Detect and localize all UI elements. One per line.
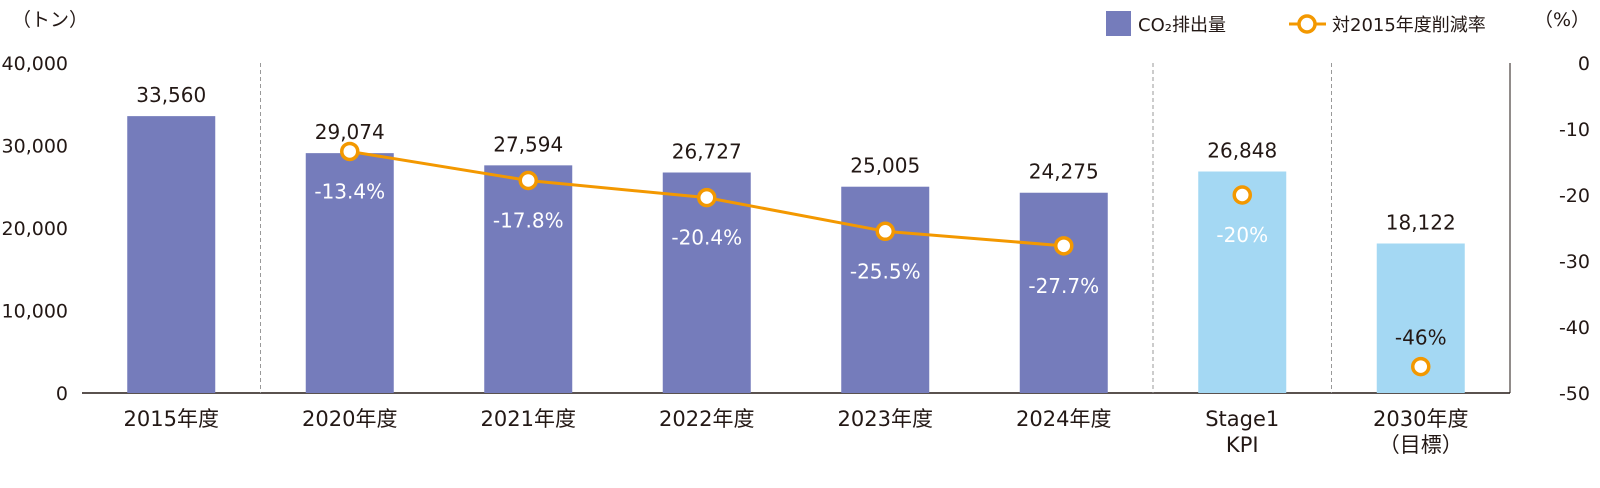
bar	[841, 186, 930, 393]
category-label: 2030年度	[1373, 407, 1468, 431]
right-tick-label: -40	[1559, 317, 1590, 339]
category-label: 2024年度	[1016, 407, 1111, 431]
bar-value-label: 29,074	[315, 120, 385, 144]
left-tick-label: 10,000	[2, 301, 68, 323]
bar-value-label: 26,848	[1207, 139, 1277, 163]
category-label: 2020年度	[302, 407, 397, 431]
category-label: 2022年度	[659, 407, 754, 431]
bar	[127, 116, 216, 393]
left-axis-unit: （トン）	[12, 9, 88, 31]
reduction-rate-label: -46%	[1395, 326, 1447, 350]
legend-bar-swatch	[1106, 11, 1131, 36]
bar-value-label: 18,122	[1386, 210, 1456, 234]
left-tick-label: 30,000	[2, 136, 68, 158]
bar-value-label: 26,727	[672, 140, 742, 164]
category-label: 2023年度	[838, 407, 933, 431]
category-label: 2015年度	[124, 407, 219, 431]
reduction-rate-label: -13.4%	[314, 179, 385, 203]
reduction-rate-marker	[1411, 356, 1431, 377]
legend-line-label: 対2015年度削減率	[1332, 15, 1486, 36]
category-label: Stage1	[1205, 407, 1279, 431]
reduction-rate-label: -27.7%	[1028, 274, 1099, 298]
right-tick-label: -20	[1559, 185, 1590, 207]
reduction-rate-marker	[1054, 236, 1074, 256]
reduction-rate-marker	[697, 187, 717, 208]
category-label: KPI	[1226, 433, 1259, 457]
reduction-rate-label: -20.4%	[671, 226, 742, 250]
right-tick-label: -50	[1559, 383, 1590, 405]
reduction-rate-marker	[340, 141, 360, 162]
bar	[662, 172, 751, 393]
legend: CO₂排出量 対2015年度削減率	[1106, 11, 1486, 36]
bar	[1019, 192, 1108, 393]
left-tick-label: 0	[56, 383, 68, 405]
right-tick-label: -10	[1559, 119, 1590, 141]
reduction-rate-marker	[518, 170, 538, 191]
left-tick-label: 40,000	[2, 53, 68, 75]
bar-value-label: 33,560	[136, 83, 206, 107]
right-tick-label: -30	[1559, 251, 1590, 273]
legend-bar-label: CO₂排出量	[1138, 15, 1226, 36]
bar-value-label: 27,594	[493, 132, 563, 156]
reduction-rate-label: -25.5%	[850, 259, 921, 283]
bar	[305, 153, 394, 393]
bar	[484, 165, 573, 393]
right-axis-unit: （%）	[1534, 9, 1590, 31]
bar	[1198, 171, 1287, 393]
bar-value-label: 24,275	[1029, 160, 1099, 184]
legend-line-marker	[1297, 14, 1317, 34]
right-tick-label: 0	[1578, 53, 1590, 75]
category-label: （目標）	[1379, 433, 1463, 457]
reduction-rate-marker	[1232, 185, 1252, 205]
reduction-rate-label: -20%	[1216, 223, 1268, 247]
bar-value-label: 25,005	[850, 154, 920, 178]
category-label: 2021年度	[481, 407, 576, 431]
left-tick-label: 20,000	[2, 218, 68, 240]
reduction-rate-marker	[875, 221, 895, 242]
reduction-rate-label: -17.8%	[493, 208, 564, 232]
